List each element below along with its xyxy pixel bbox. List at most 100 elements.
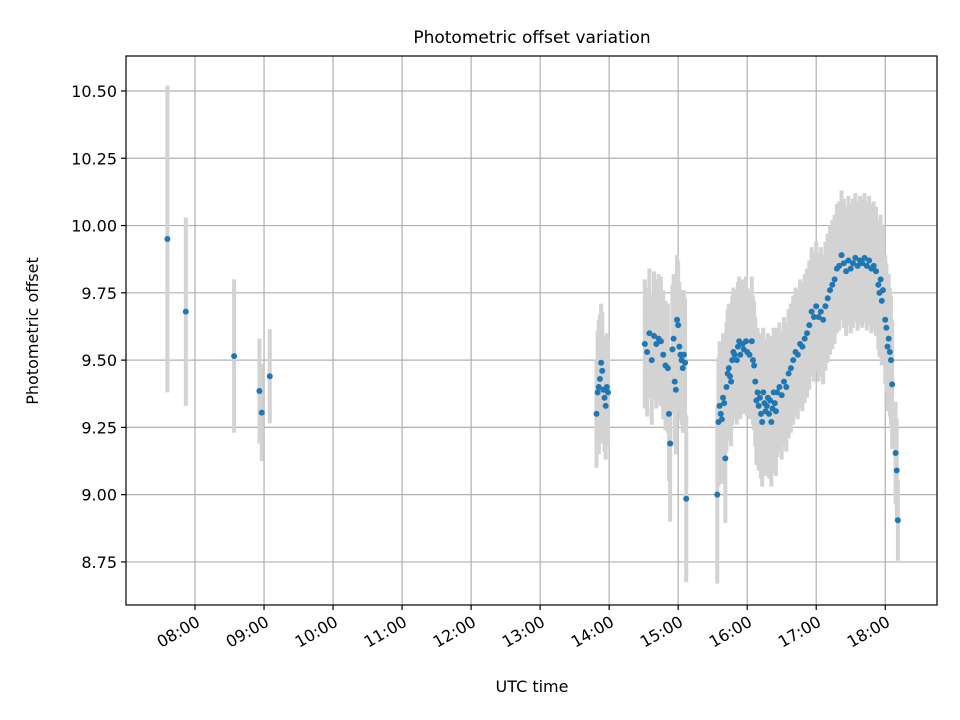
data-point	[751, 362, 758, 369]
data-point	[231, 353, 238, 360]
data-point	[787, 365, 794, 372]
data-point	[827, 287, 834, 294]
data-point	[870, 262, 877, 269]
data-point	[810, 314, 817, 321]
data-point	[889, 381, 896, 388]
data-point	[657, 338, 664, 345]
data-point	[669, 346, 676, 353]
data-point	[722, 455, 729, 462]
data-point	[258, 409, 265, 416]
data-point	[836, 262, 843, 269]
data-point	[674, 316, 681, 323]
data-point	[675, 322, 682, 329]
data-point	[604, 389, 611, 396]
data-point	[850, 260, 857, 267]
data-point	[729, 357, 736, 364]
y-tick-label: 10.25	[71, 149, 117, 168]
data-point	[754, 389, 761, 396]
data-point	[726, 373, 733, 380]
data-point	[716, 402, 723, 409]
data-point	[831, 276, 838, 283]
data-point	[676, 343, 683, 350]
data-point	[743, 338, 750, 345]
data-point	[682, 359, 689, 366]
data-point	[887, 357, 894, 364]
data-point	[808, 308, 815, 315]
data-point	[878, 297, 885, 304]
data-point	[886, 349, 893, 356]
data-point	[664, 365, 671, 372]
data-point	[778, 392, 785, 399]
data-point	[748, 338, 755, 345]
data-point	[840, 260, 847, 267]
data-point	[594, 389, 601, 396]
data-point	[772, 408, 779, 415]
y-tick-label: 9.00	[81, 486, 117, 505]
data-point	[595, 384, 602, 391]
data-point	[665, 410, 672, 417]
plot-frame	[125, 55, 938, 606]
data-point	[776, 384, 783, 391]
data-point	[801, 335, 808, 342]
data-point	[641, 340, 648, 347]
data-point	[749, 357, 756, 364]
data-point	[790, 357, 797, 364]
data-point	[838, 252, 845, 259]
y-tick-label: 9.50	[81, 351, 117, 370]
data-point	[602, 402, 609, 409]
data-point	[723, 384, 730, 391]
data-point	[721, 400, 728, 407]
data-point	[718, 416, 725, 423]
data-point	[894, 517, 901, 524]
y-axis-label: Photometric offset	[23, 257, 42, 405]
data-point	[266, 373, 273, 380]
data-point	[774, 389, 781, 396]
data-point	[731, 351, 738, 358]
data-points	[164, 236, 901, 524]
chart-title: Photometric offset variation	[413, 28, 650, 48]
data-point	[720, 394, 727, 401]
data-point	[717, 410, 724, 417]
data-point	[763, 402, 770, 409]
data-point	[757, 410, 764, 417]
data-point	[759, 419, 766, 425]
y-tick-label: 9.75	[81, 284, 117, 303]
data-point	[877, 276, 884, 283]
data-point	[164, 236, 171, 242]
data-point	[806, 322, 813, 329]
data-point	[603, 384, 610, 391]
data-point	[882, 316, 889, 323]
data-point	[845, 257, 852, 264]
data-point	[598, 359, 605, 366]
data-point	[737, 351, 744, 358]
data-point	[756, 394, 763, 401]
data-point	[820, 316, 827, 323]
data-point	[755, 402, 762, 409]
data-point	[863, 262, 870, 269]
data-point	[725, 365, 732, 372]
data-point	[653, 340, 660, 347]
data-point	[785, 370, 792, 377]
data-point	[822, 303, 829, 310]
data-point	[596, 375, 603, 382]
data-point	[766, 410, 773, 417]
data-point	[601, 394, 608, 401]
data-point	[843, 268, 850, 275]
data-point	[824, 295, 831, 302]
data-point	[660, 351, 667, 358]
data-point	[667, 440, 674, 447]
data-point	[859, 260, 866, 267]
data-point	[783, 384, 790, 391]
data-point	[875, 281, 882, 288]
data-point	[861, 254, 868, 261]
data-point	[679, 365, 686, 372]
data-point	[817, 308, 824, 315]
data-point	[771, 400, 778, 407]
data-point	[884, 343, 891, 350]
data-point	[852, 254, 859, 261]
data-point	[893, 467, 900, 474]
data-point	[873, 268, 880, 275]
data-point	[854, 262, 861, 269]
data-point	[644, 349, 651, 356]
data-point	[829, 281, 836, 288]
